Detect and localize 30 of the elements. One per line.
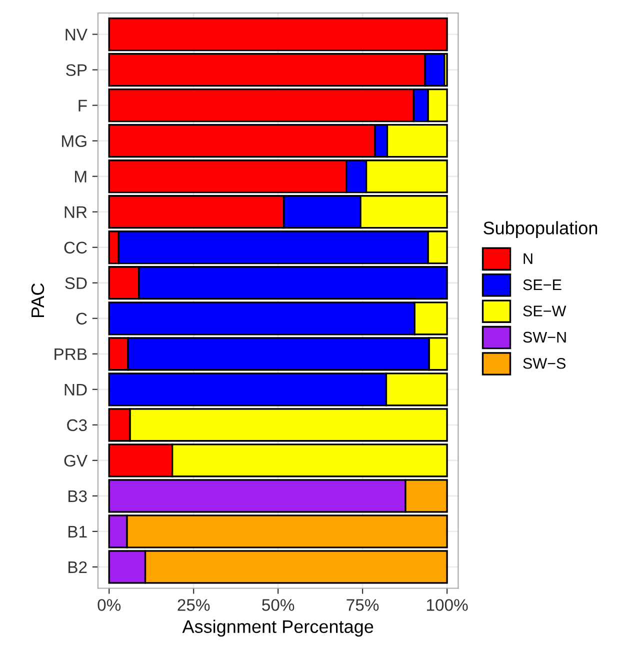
y-tick-label: NV <box>66 28 88 40</box>
y-tick-label: ND <box>64 384 87 396</box>
y-tick-label: CC <box>64 242 87 254</box>
x-tick-label: 50% <box>262 599 294 611</box>
y-tick-label: B1 <box>68 526 87 538</box>
legend-label: SE−W <box>523 306 566 316</box>
y-tick-label: B2 <box>68 561 87 573</box>
x-tick-label: 25% <box>178 599 210 611</box>
legend-label: SE−E <box>523 279 562 290</box>
y-tick-label: M <box>75 170 86 182</box>
y-tick-label: SP <box>66 64 87 76</box>
legend-title: Subpopulation <box>484 221 598 238</box>
y-tick-label: NR <box>64 206 87 218</box>
y-tick-label: MG <box>62 135 86 148</box>
y-tick-label: F <box>78 100 87 112</box>
x-tick-label: 75% <box>346 599 379 611</box>
x-tick-label: 0% <box>98 599 121 611</box>
legend-label: SW−S <box>523 358 566 369</box>
bar <box>108 17 448 52</box>
y-tick-label: PRB <box>54 348 87 360</box>
y-tick-label: SD <box>65 277 87 290</box>
x-axis-title: Assignment Percentage <box>182 620 374 637</box>
y-tick-label: C <box>76 312 87 325</box>
legend-label: SW−N <box>523 332 566 343</box>
y-tick-label: B3 <box>68 490 87 502</box>
legend-label: N <box>524 253 532 264</box>
y-tick-label: C3 <box>67 419 87 432</box>
y-tick-label: GV <box>64 454 88 467</box>
y-axis-title: PAC <box>31 283 44 318</box>
x-tick-label: 100% <box>427 599 468 611</box>
